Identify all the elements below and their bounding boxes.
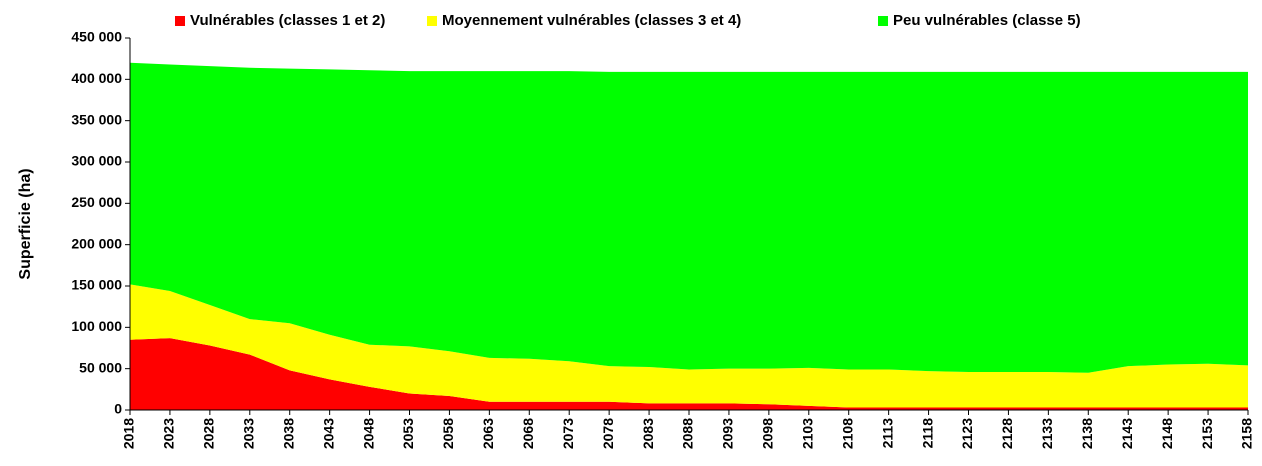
x-tick-label: 2033 (240, 418, 256, 449)
x-tick-label: 2158 (1239, 418, 1255, 449)
x-tick-label: 2093 (720, 418, 736, 449)
x-tick-label: 2138 (1079, 418, 1095, 449)
y-tick-label: 350 000 (71, 111, 122, 127)
x-tick-label: 2078 (600, 418, 616, 449)
x-tick-label: 2123 (959, 418, 975, 449)
legend-swatch (175, 16, 185, 26)
x-tick-label: 2068 (520, 418, 536, 449)
x-tick-label: 2028 (201, 418, 217, 449)
y-tick-label: 0 (114, 401, 122, 417)
y-tick-label: 100 000 (71, 318, 122, 334)
y-tick-label: 250 000 (71, 194, 122, 210)
legend-text: Moyennement vulnérables (classes 3 et 4) (442, 12, 741, 29)
x-tick-label: 2053 (400, 418, 416, 449)
x-tick-label: 2143 (1119, 418, 1135, 449)
x-tick-label: 2048 (360, 418, 376, 449)
x-tick-label: 2073 (560, 418, 576, 449)
x-tick-label: 2043 (320, 418, 336, 449)
x-tick-label: 2018 (121, 418, 137, 449)
x-tick-label: 2083 (640, 418, 656, 449)
x-tick-label: 2153 (1199, 418, 1215, 449)
x-tick-label: 2108 (839, 418, 855, 449)
legend-text: Peu vulnérables (classe 5) (893, 12, 1081, 29)
y-tick-label: 450 000 (71, 29, 122, 45)
x-tick-label: 2118 (919, 418, 935, 449)
x-tick-label: 2088 (680, 418, 696, 449)
legend-swatch (878, 16, 888, 26)
x-tick-label: 2128 (999, 418, 1015, 449)
x-tick-label: 2103 (799, 418, 815, 449)
x-tick-label: 2038 (280, 418, 296, 449)
area (130, 284, 1248, 408)
y-tick-label: 200 000 (71, 235, 122, 251)
y-tick-label: 150 000 (71, 277, 122, 293)
x-tick-label: 2058 (440, 418, 456, 449)
x-tick-label: 2113 (879, 418, 895, 449)
area (130, 338, 1248, 410)
x-tick-label: 2148 (1159, 418, 1175, 449)
y-tick-label: 300 000 (71, 153, 122, 169)
x-tick-label: 2023 (161, 418, 177, 449)
area (130, 62, 1248, 373)
x-tick-label: 2133 (1039, 418, 1055, 449)
y-tick-label: 50 000 (79, 359, 122, 375)
y-tick-label: 400 000 (71, 70, 122, 86)
x-tick-label: 2063 (480, 418, 496, 449)
legend-text: Vulnérables (classes 1 et 2) (190, 12, 385, 29)
x-tick-label: 2098 (760, 418, 776, 449)
y-axis-title: Superficie (ha) (17, 168, 34, 279)
legend-swatch (427, 16, 437, 26)
